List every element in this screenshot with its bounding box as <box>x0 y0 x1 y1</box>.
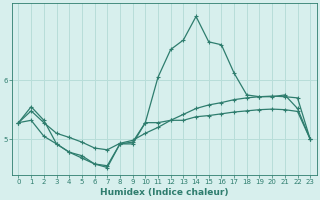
X-axis label: Humidex (Indice chaleur): Humidex (Indice chaleur) <box>100 188 228 197</box>
